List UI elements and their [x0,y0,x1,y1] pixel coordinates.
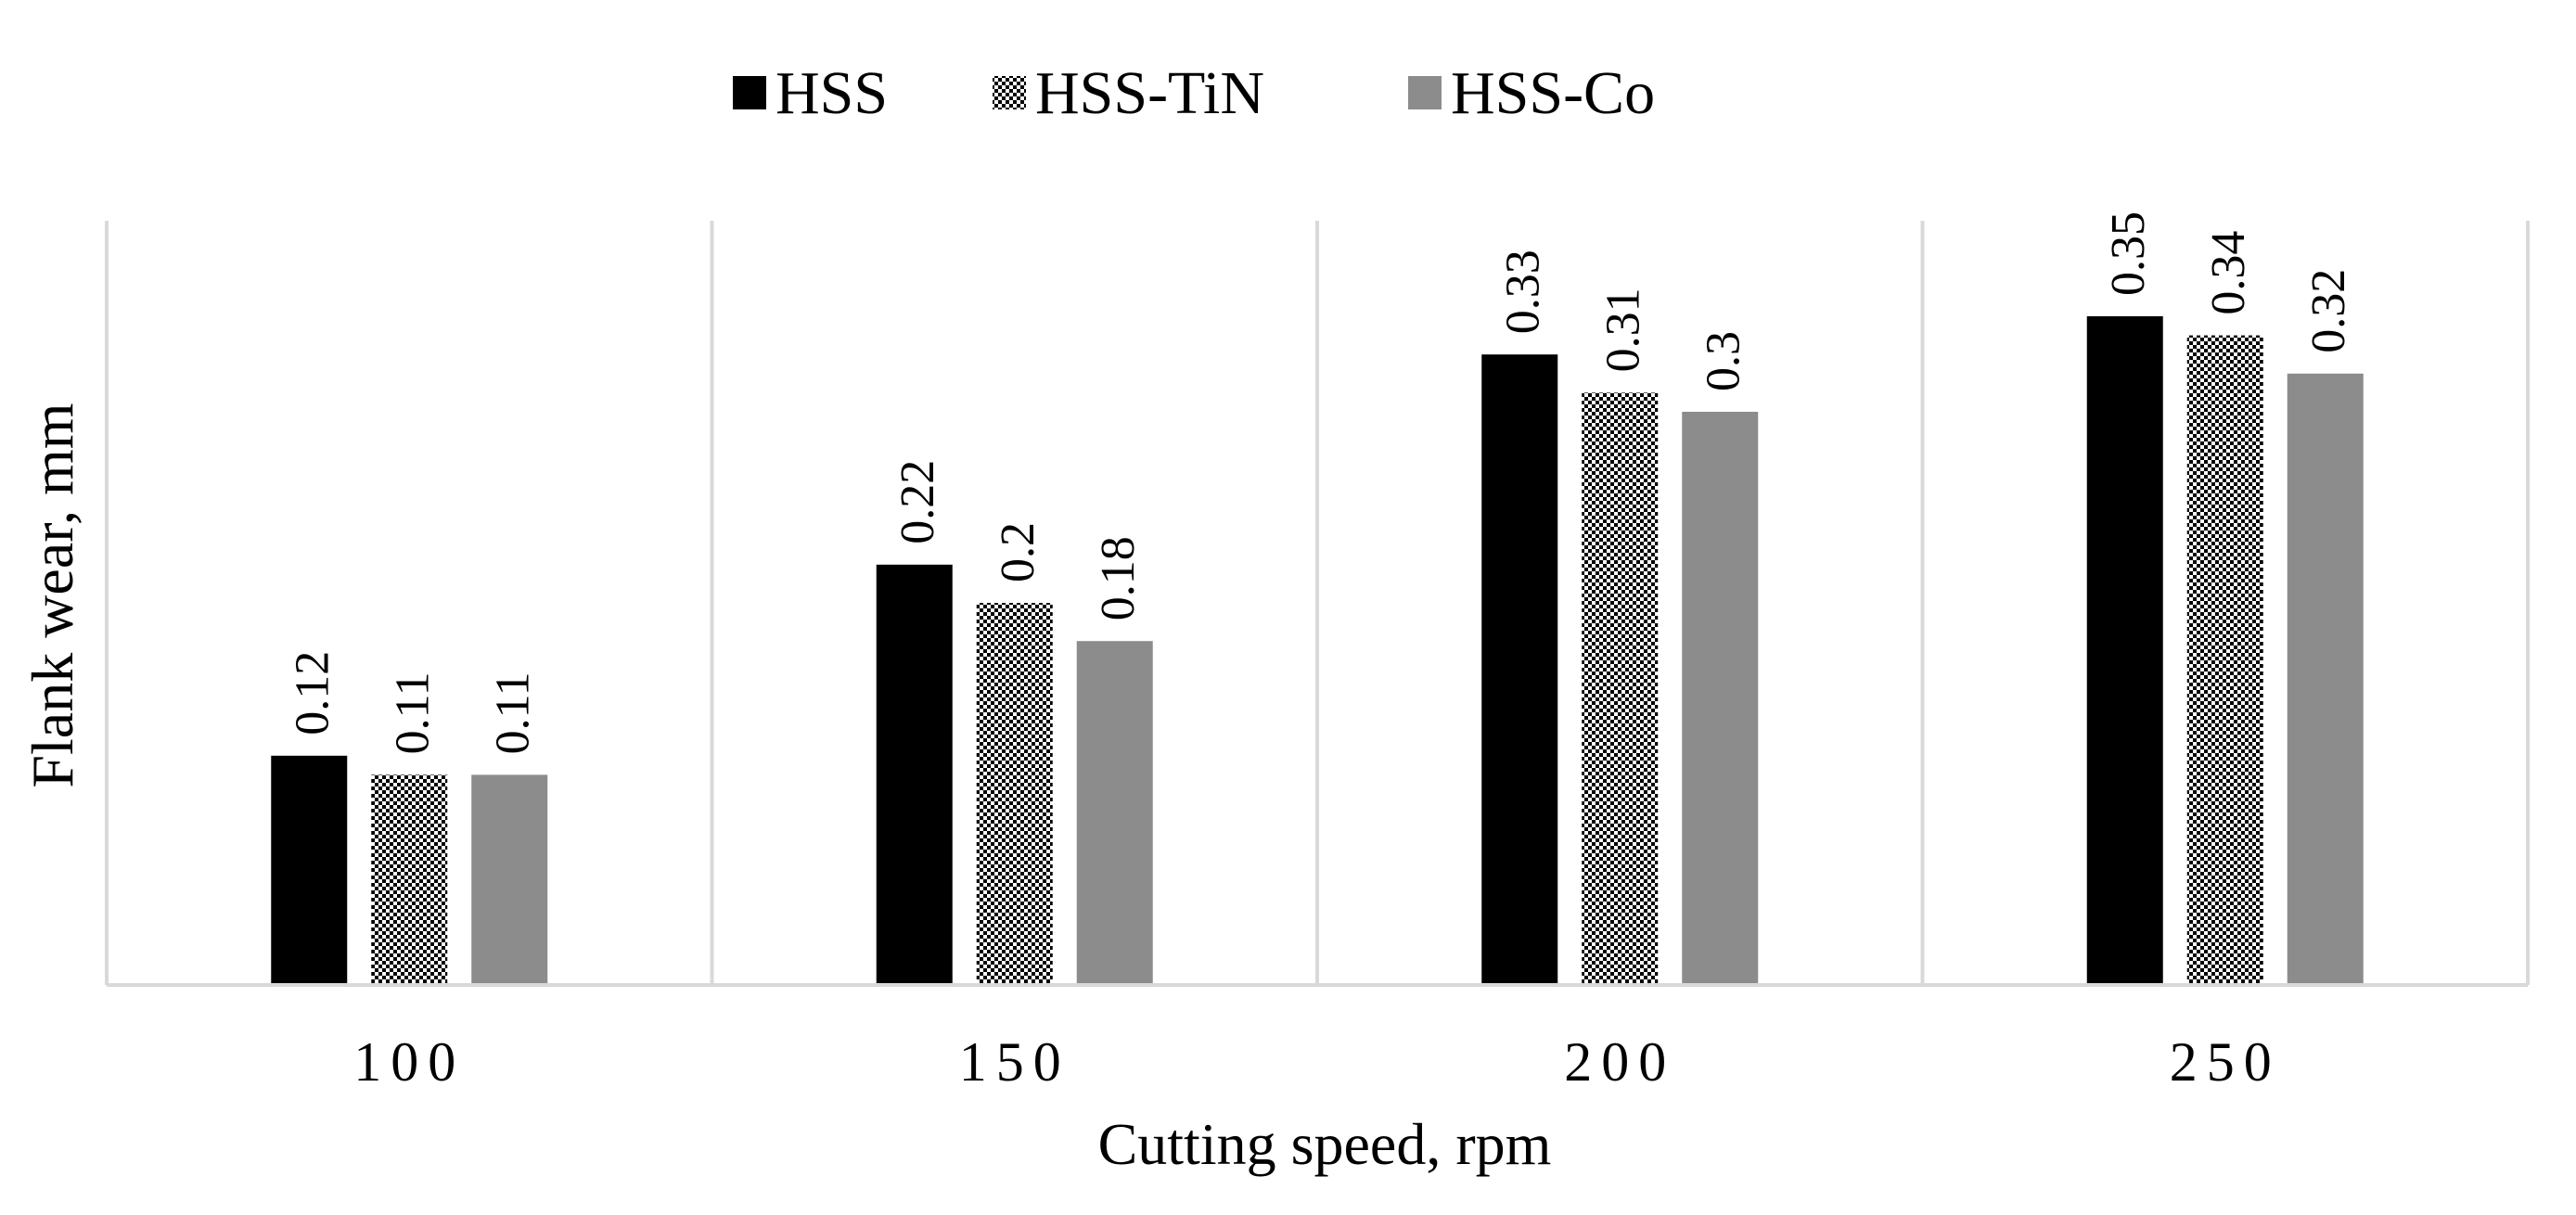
x-axis: 100 150 200 250 [107,983,2528,1093]
legend: HSS HSS-TiN HSS-Co [733,59,1655,127]
bar-hss-co-150 [1076,641,1153,985]
bar-hss-co-200 [1682,412,1759,985]
bar-hss-tin-100 [371,774,448,985]
data-label: 0.33 [1496,249,1549,334]
bars [271,316,2364,986]
data-label: 0.11 [486,671,539,754]
legend-swatch [1408,76,1442,109]
bar-hss-200 [1481,354,1558,985]
data-labels: 0.12 0.11 0.11 0.22 0.2 0.18 0.33 0.31 0.3 0.35 0.… [286,211,2355,754]
bar-hss-tin-250 [2186,335,2263,986]
data-label: 0.12 [286,651,339,735]
bar-hss-150 [876,564,953,985]
bar-hss-tin-200 [1582,392,1659,985]
gridlines [105,221,2530,985]
x-tick-label: 200 [1564,1031,1675,1093]
data-label: 0.3 [1697,331,1749,391]
data-label: 0.35 [2102,211,2155,296]
bar-hss-co-250 [2287,373,2364,985]
bar-hss-100 [271,755,348,985]
legend-label: HSS [775,59,888,127]
legend-label: HSS-TiN [1035,59,1264,127]
data-label: 0.22 [891,460,944,544]
x-axis-title: Cutting speed, rpm [1098,1111,1552,1177]
data-label: 0.31 [1596,288,1649,372]
legend-swatch [733,76,766,109]
bar-hss-co-100 [471,774,548,985]
data-label: 0.11 [386,671,439,754]
x-tick-label: 150 [959,1031,1070,1093]
x-tick-label: 250 [2170,1031,2281,1093]
data-label: 0.2 [992,522,1044,582]
data-label: 0.18 [1092,536,1145,620]
bar-hss-tin-150 [976,603,1053,985]
x-tick-label: 100 [353,1031,465,1093]
legend-swatch [993,76,1026,109]
y-axis-title: Flank wear, mm [19,403,85,787]
legend-label: HSS-Co [1451,59,1655,127]
data-label: 0.32 [2302,269,2355,353]
data-label: 0.34 [2202,231,2255,315]
bar-hss-250 [2086,316,2163,985]
